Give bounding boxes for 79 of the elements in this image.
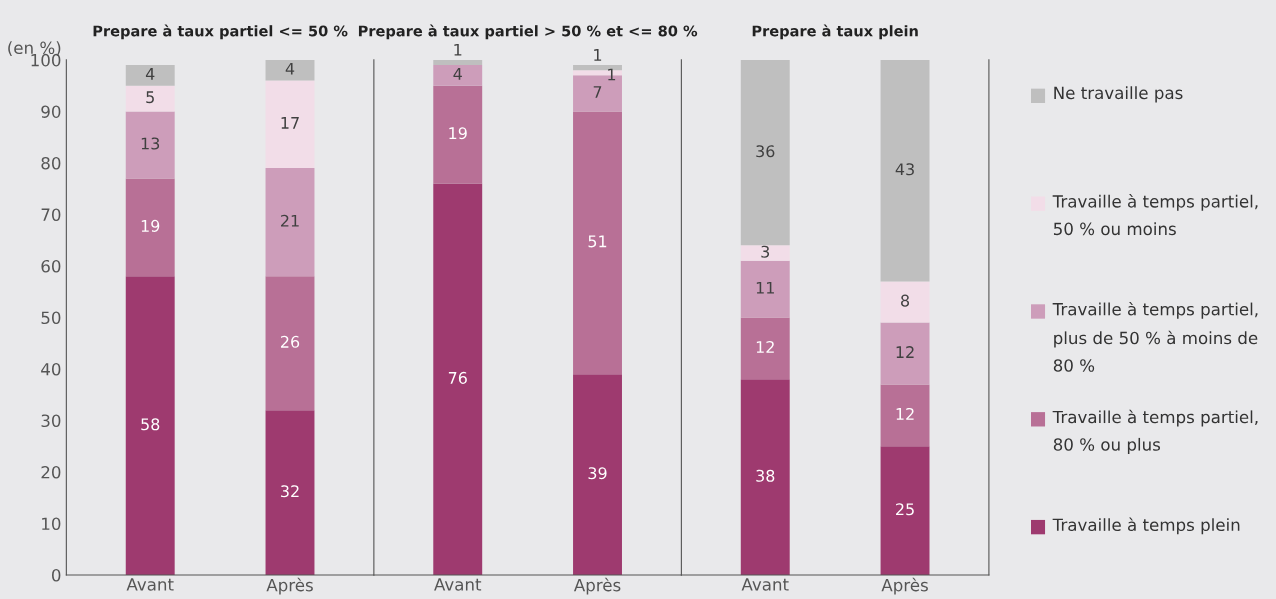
y-tick-label: 80 (41, 156, 61, 170)
data-label: 19 (141, 219, 160, 232)
y-tick-label: 60 (41, 259, 61, 273)
bar (740, 59, 790, 246)
bar (125, 178, 175, 277)
bar (433, 59, 483, 66)
bar (265, 168, 315, 277)
bar (433, 183, 483, 576)
x-tick-label: Avant (741, 578, 789, 591)
data-label: 26 (281, 335, 300, 348)
y-tick-label: 0 (51, 569, 61, 582)
data-label: 12 (896, 346, 914, 358)
bar (125, 85, 175, 112)
data-label: 51 (588, 235, 607, 248)
bar (265, 59, 315, 81)
data-label: 19 (449, 127, 467, 140)
x-tick-label: Avant (434, 578, 482, 591)
bar (740, 317, 790, 380)
chart-title: Prepare à taux partiel > 50 % et <= 80 % (358, 24, 698, 40)
bar (740, 379, 790, 576)
x-tick-label: Après (266, 577, 313, 595)
data-label: 4 (145, 68, 155, 80)
data-label: 1 (454, 43, 462, 56)
bar (433, 85, 483, 184)
legend-label: Travaille à temps partiel, 80 % ou plus (1052, 409, 1258, 455)
bar (125, 111, 175, 179)
data-label: 1 (594, 49, 602, 61)
data-label: 39 (588, 467, 607, 480)
data-label: 5 (146, 91, 154, 104)
data-label: 21 (281, 214, 299, 227)
x-tick-label: Après (573, 577, 621, 595)
data-label: 76 (448, 371, 467, 384)
y-tick-label: 90 (41, 105, 61, 118)
data-label: 12 (756, 340, 774, 353)
bar (740, 260, 790, 318)
data-label: 4 (285, 62, 295, 75)
bar (880, 59, 930, 282)
data-label: 1 (608, 68, 616, 81)
y-tick-label: 40 (41, 362, 61, 376)
bar (880, 322, 930, 385)
data-label: 4 (453, 68, 462, 80)
data-label: 7 (593, 86, 602, 98)
data-label: 3 (761, 245, 770, 258)
x-tick-label: Avant (126, 578, 174, 591)
bar (740, 245, 790, 261)
chart-title: Prepare à taux partiel <= 50 % (93, 24, 348, 40)
bar (573, 374, 622, 576)
y-tick-label: 50 (41, 311, 61, 325)
data-label: 38 (756, 469, 775, 482)
bar (880, 384, 930, 447)
data-label: 43 (895, 163, 914, 176)
bar (125, 65, 175, 86)
data-label: 32 (281, 485, 299, 498)
data-label: 36 (756, 145, 775, 158)
data-label: 8 (901, 294, 910, 307)
legend-label: Travaille à temps partiel, 50 % ou moins (1052, 194, 1258, 236)
legend-label: Ne travaille pas (1054, 86, 1183, 103)
data-label: 17 (281, 117, 299, 129)
y-tick-label: 30 (41, 414, 61, 428)
data-label: 13 (141, 137, 160, 150)
legend-label: Travaille à temps partiel, plus de 50 % à moins de 80 % (1052, 301, 1258, 372)
y-tick-label: 20 (41, 465, 61, 479)
bar (433, 65, 483, 86)
bar (880, 281, 930, 323)
legend-label: Travaille à temps plein (1052, 517, 1240, 535)
bar (265, 276, 315, 411)
bar (125, 276, 175, 576)
data-label: 11 (756, 281, 774, 294)
bar (573, 111, 622, 375)
chart-title: Prepare à taux plein (752, 24, 918, 40)
y-tick-label: 70 (41, 208, 61, 222)
data-label: 58 (141, 418, 160, 431)
bar (265, 410, 315, 576)
x-tick-label: Après (881, 577, 928, 595)
bar (880, 446, 930, 576)
data-label: 12 (896, 407, 914, 420)
bar (265, 80, 315, 169)
y-tick-label: 10 (42, 517, 61, 531)
data-label: 25 (896, 503, 914, 516)
